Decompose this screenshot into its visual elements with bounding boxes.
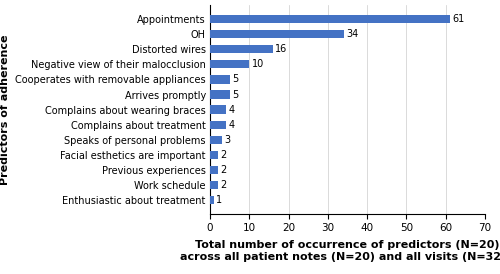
Text: 1: 1 <box>216 195 222 205</box>
Bar <box>210 45 273 53</box>
Bar <box>210 60 250 68</box>
Bar <box>210 181 218 189</box>
Text: 5: 5 <box>232 90 238 99</box>
Bar <box>210 121 226 129</box>
Text: 16: 16 <box>275 44 287 54</box>
Bar <box>210 90 230 99</box>
Bar <box>210 30 344 38</box>
Text: 10: 10 <box>252 59 264 69</box>
Bar <box>210 105 226 114</box>
Text: 2: 2 <box>220 165 226 175</box>
Text: 3: 3 <box>224 135 230 145</box>
Bar <box>210 196 214 204</box>
Text: 4: 4 <box>228 105 234 115</box>
Bar <box>210 15 450 23</box>
Bar <box>210 151 218 159</box>
Text: 2: 2 <box>220 150 226 160</box>
X-axis label: Total number of occurrence of predictors (N=20)
across all patient notes (N=20) : Total number of occurrence of predictors… <box>180 240 500 262</box>
Bar <box>210 136 222 144</box>
Y-axis label: Predictors of adherence: Predictors of adherence <box>0 34 10 185</box>
Text: 61: 61 <box>452 14 464 24</box>
Text: 2: 2 <box>220 180 226 190</box>
Text: 4: 4 <box>228 120 234 130</box>
Text: 34: 34 <box>346 29 358 39</box>
Bar <box>210 75 230 84</box>
Text: 5: 5 <box>232 75 238 84</box>
Bar <box>210 166 218 174</box>
